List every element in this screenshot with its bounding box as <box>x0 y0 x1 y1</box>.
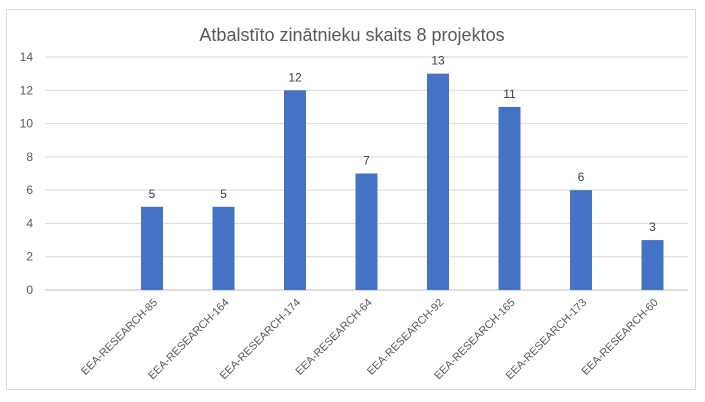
y-tick-label: 4 <box>26 216 33 230</box>
y-tick-label: 2 <box>26 250 33 264</box>
x-tick-label: EEA-RESEARCH-174 <box>218 297 303 382</box>
bar <box>498 106 521 290</box>
y-axis-ticks: 0 2 4 6 8 10 12 14 <box>20 50 34 297</box>
y-tick-label: 6 <box>26 183 33 197</box>
data-label: 5 <box>149 187 156 201</box>
bar <box>427 73 449 291</box>
y-tick-label: 8 <box>26 150 33 164</box>
x-tick-label: EEA-RESEARCH-165 <box>432 297 517 382</box>
y-tick-label: 12 <box>20 83 34 97</box>
x-tick-label: EEA-RESEARCH-173 <box>504 297 589 382</box>
data-label: 6 <box>578 170 585 184</box>
bar <box>284 90 306 291</box>
x-tick-label: EEA-RESEARCH-60 <box>580 297 661 378</box>
data-label: 7 <box>363 154 370 168</box>
data-label: 3 <box>649 220 656 234</box>
data-label: 5 <box>220 187 227 201</box>
x-tick-label: EEA-RESEARCH-92 <box>365 297 446 378</box>
x-tick-label: EEA-RESEARCH-164 <box>146 297 231 382</box>
bar <box>641 240 664 290</box>
y-tick-label: 0 <box>26 283 33 297</box>
bar <box>355 173 378 290</box>
data-labels: 5 5 12 7 13 11 6 3 <box>149 54 657 234</box>
y-tick-label: 14 <box>20 50 34 64</box>
bar <box>570 190 592 290</box>
data-label: 11 <box>503 87 516 101</box>
bar <box>141 206 163 290</box>
data-label: 13 <box>431 54 445 68</box>
chart-title: Atbalstīto zinātnieku skaits 8 projektos <box>199 25 504 45</box>
bar <box>212 206 235 290</box>
data-label: 12 <box>288 70 302 84</box>
x-axis-ticks: EEA-RESEARCH-85EEA-RESEARCH-164EEA-RESEA… <box>79 297 661 382</box>
y-tick-label: 10 <box>20 117 34 131</box>
x-tick-label: EEA-RESEARCH-85 <box>79 297 160 378</box>
x-tick-label: EEA-RESEARCH-64 <box>294 297 375 378</box>
bars <box>141 73 664 291</box>
